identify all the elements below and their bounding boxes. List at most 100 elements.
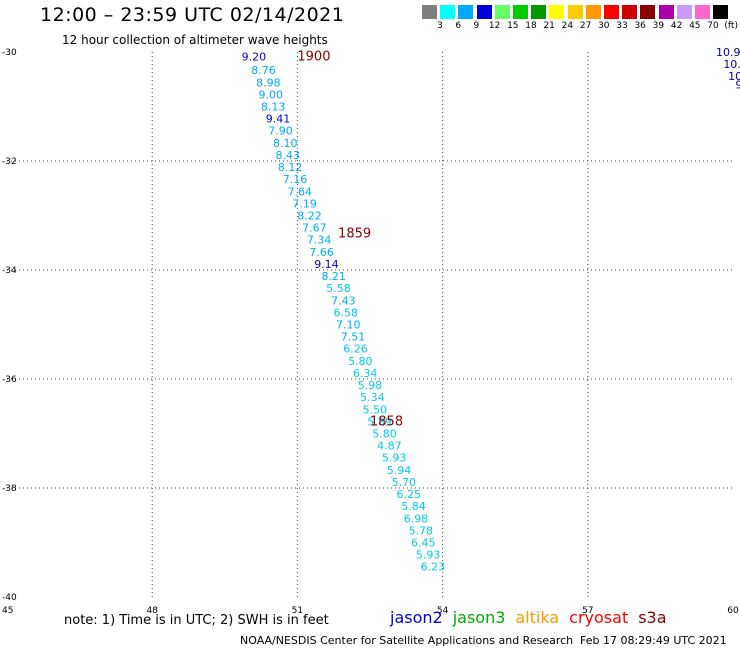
legend-label: 33 — [616, 21, 628, 31]
lon-tick-label: 60 — [727, 606, 739, 616]
legend-label: 30 — [598, 21, 610, 31]
wave-height-label: 7.66 — [309, 246, 334, 259]
wave-height-label: 8.43 — [275, 149, 300, 162]
legend-swatch — [622, 5, 638, 19]
axis-tick-labels: 45 48 51 54 57 60 -30 -32 -34 -36 -38 -40 — [2, 48, 739, 616]
wave-height-label: 8.76 — [251, 64, 276, 77]
legend-label: 36 — [634, 21, 646, 31]
wave-height-label: 5.80 — [348, 355, 373, 368]
wave-height-label: 9.14 — [314, 258, 339, 271]
legend-swatch — [476, 5, 492, 19]
wave-height-label: 8.21 — [321, 270, 346, 283]
legend-label: 15 — [507, 21, 519, 31]
lat-tick-label: -32 — [2, 157, 17, 167]
legend-swatch — [695, 5, 710, 19]
satellite-legend: jason2 jason3 altika cryosat s3a — [390, 608, 677, 627]
satellite-label-s3a: s3a — [638, 608, 667, 627]
wave-height-label: 5.50 — [363, 404, 388, 417]
legend-swatch — [513, 5, 528, 19]
generated-timestamp: Feb 17 08:29:49 UTC 2021 — [580, 634, 727, 647]
wave-height-readings: 9.208.768.989.008.139.417.908.108.438.12… — [242, 46, 740, 573]
lon-tick-label: 54 — [437, 606, 449, 616]
legend-label: 24 — [561, 21, 574, 31]
legend-label: 3 — [437, 21, 443, 31]
lat-lon-grid — [7, 52, 733, 597]
wave-height-label: 5.80 — [372, 428, 397, 441]
legend-label: 45 — [689, 21, 701, 31]
legend-swatch — [658, 5, 674, 19]
wave-height-label: 6.25 — [396, 488, 421, 501]
wave-height-label: 5.34 — [360, 391, 385, 404]
wave-height-label: 8.22 — [297, 210, 322, 223]
lon-tick-label: 48 — [146, 606, 158, 616]
units-note: note: 1) Time is in UTC; 2) SWH is in fe… — [64, 613, 329, 628]
wave-height-label: 6.45 — [411, 537, 436, 550]
legend-label: 21 — [543, 21, 555, 31]
wave-height-label: 6.34 — [353, 367, 378, 380]
lat-tick-label: -30 — [2, 48, 17, 58]
lat-tick-label: -38 — [2, 484, 17, 494]
wave-height-label: 6.23 — [421, 560, 446, 573]
wave-height-label: 7.51 — [341, 330, 366, 343]
legend-swatch — [585, 5, 601, 19]
lat-tick-label: -40 — [2, 593, 17, 603]
wave-height-label: 7.67 — [302, 221, 327, 234]
wave-height-label: 7.43 — [331, 295, 356, 308]
lon-tick-label: 57 — [582, 606, 593, 616]
legend-swatch — [640, 5, 656, 19]
legend-swatch — [494, 5, 510, 19]
satellite-label-cryosat: cryosat — [569, 608, 629, 627]
legend-label: 42 — [670, 21, 683, 31]
lon-tick-label: 51 — [292, 606, 303, 616]
wave-height-label: 6.98 — [404, 513, 429, 526]
wave-height-label: 7.16 — [283, 173, 308, 186]
credit-line: NOAA/NESDIS Center for Satellite Applica… — [240, 634, 574, 647]
pass-time-label: 1859 — [338, 226, 371, 241]
satellite-label-altika: altika — [515, 608, 560, 627]
wave-height-label: 5.78 — [409, 525, 434, 538]
wave-height-label: 9 — [735, 79, 740, 92]
wave-height-label: 5.58 — [326, 282, 351, 295]
wave-height-label: 8.12 — [278, 161, 303, 174]
wave-height-label: 8.10 — [273, 137, 298, 150]
wave-height-label: 10 — [728, 70, 740, 83]
wave-height-label: 5.93 — [382, 451, 407, 464]
legend-label: 6 — [455, 21, 462, 31]
wave-height-label: 8.13 — [261, 101, 286, 114]
wave-height-label: 6.26 — [343, 342, 368, 355]
wave-height-label: 6.58 — [334, 307, 359, 320]
map-title: 12:00 – 23:59 UTC 02/14/2021 — [40, 4, 345, 26]
legend-label: 70 — [707, 21, 719, 31]
wave-height-label: 5.94 — [387, 464, 412, 477]
wave-height-label: 5.93 — [416, 548, 441, 561]
satellite-label-jason3: jason3 — [452, 608, 506, 627]
map-subtitle: 12 hour collection of altimeter wave hei… — [62, 33, 328, 47]
satellite-label-jason2: jason2 — [390, 608, 443, 627]
legend-swatch — [567, 5, 583, 19]
legend-swatch — [422, 5, 437, 19]
wave-height-label: 7.90 — [268, 124, 293, 137]
wave-height-label: 5.70 — [392, 476, 417, 489]
legend-label: 12 — [488, 21, 501, 31]
wave-height-label: 9.20 — [242, 50, 267, 63]
lat-tick-label: -36 — [2, 375, 17, 385]
legend-label: 39 — [652, 21, 665, 31]
legend-swatch — [549, 5, 565, 19]
legend-label: 9 — [473, 21, 480, 31]
pass-time-label: 1858 — [370, 415, 403, 430]
wave-height-label: 5.98 — [358, 379, 383, 392]
legend-swatch — [604, 5, 619, 19]
wave-height-label: 5.84 — [401, 500, 426, 513]
lat-tick-label: -34 — [2, 266, 17, 276]
wave-height-label: 8.98 — [256, 77, 281, 90]
wave-height-label: 7.64 — [288, 186, 313, 199]
legend-swatch — [440, 5, 456, 19]
lon-tick-label: 45 — [2, 606, 13, 616]
pass-time-labels: 1900 1859 1858 — [297, 49, 403, 429]
wave-height-label: 7.34 — [307, 233, 332, 246]
wave-height-label: 9.00 — [259, 89, 284, 102]
legend-swatch — [531, 5, 547, 19]
legend-swatch — [676, 5, 692, 19]
wave-height-label: 10.9 — [716, 46, 740, 59]
